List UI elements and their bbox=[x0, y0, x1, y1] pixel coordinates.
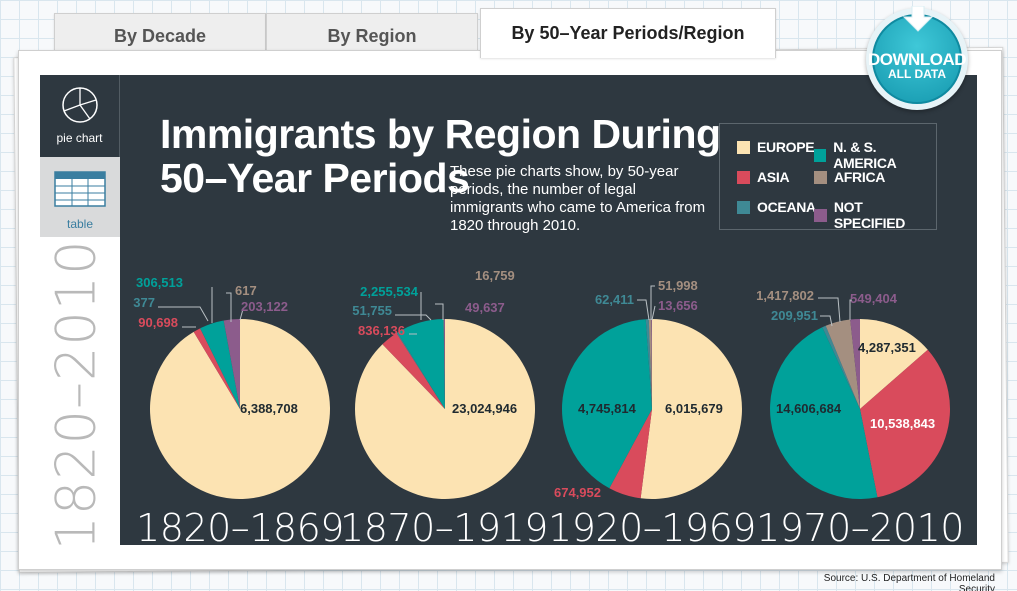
period-label-1920-1969: 1920–1969 bbox=[548, 506, 756, 550]
pie-slice-1820–1869-europe bbox=[150, 319, 331, 499]
download-label: DOWNLOAD bbox=[868, 50, 966, 69]
pie-slice-1920–1969-asia bbox=[609, 409, 652, 499]
pie-slice-1820–1869-africa bbox=[223, 320, 240, 409]
pie-label-1820–1869-asia: 90,698 bbox=[138, 315, 178, 330]
leader-line bbox=[650, 285, 655, 320]
legend-item-africa: AFRICA bbox=[814, 169, 885, 185]
pie-label-1870–1919-americas: 2,255,534 bbox=[360, 284, 419, 299]
pie-label-1920–1969-asia: 674,952 bbox=[554, 485, 601, 500]
pie-label-1870–1919-africa: 16,759 bbox=[475, 268, 515, 283]
pie-slice-1870–1919-europe bbox=[355, 318, 536, 500]
pie-slice-1870–1919-asia bbox=[382, 333, 445, 409]
pie-label-1920–1969-oceana: 62,411 bbox=[595, 292, 634, 307]
pie-slice-1820–1869-asia bbox=[193, 328, 240, 409]
leader-line bbox=[637, 299, 650, 321]
view-pie-chart-button[interactable]: pie chart bbox=[40, 75, 120, 157]
pie-slice-1920–1969-not_specified bbox=[651, 318, 652, 409]
legend-item-oceana: OCEANA bbox=[737, 199, 816, 215]
leader-line bbox=[395, 314, 432, 321]
pie-slice-1870–1919-americas bbox=[397, 319, 445, 409]
sidebar-range-strip bbox=[40, 237, 120, 545]
leader-line bbox=[158, 306, 209, 322]
chart-title-line-2: 50–Year Periods bbox=[160, 155, 470, 201]
period-label-1820-1869: 1820–1869 bbox=[136, 506, 344, 550]
download-sublabel: ALL DATA bbox=[888, 67, 946, 81]
legend-item-not-specified: NOT SPECIFIED bbox=[814, 199, 936, 231]
pie-slice-1870–1919-africa bbox=[443, 319, 445, 409]
legend-swatch-oceana bbox=[737, 200, 750, 214]
pie-chart-label: pie chart bbox=[56, 131, 103, 145]
leader-line bbox=[651, 305, 656, 321]
pie-label-1820–1869-americas: 306,513 bbox=[136, 275, 183, 290]
leader-line bbox=[820, 315, 833, 327]
leader-line bbox=[435, 303, 444, 320]
download-arrow-icon bbox=[903, 6, 933, 32]
period-label-1970-2010: 1970–2010 bbox=[756, 506, 964, 550]
pie-label-1920–1969-not_specified: 13,656 bbox=[658, 298, 698, 313]
pie-label-1820–1869-europe: 6,388,708 bbox=[240, 401, 298, 416]
pie-label-1870–1919-asia: 836,136 bbox=[358, 323, 405, 338]
pie-slice-1970–2010-not_specified bbox=[850, 319, 860, 409]
pie-label-1970–2010-oceana: 209,951 bbox=[771, 308, 818, 323]
legend-label-oceana: OCEANA bbox=[757, 199, 816, 215]
pie-label-1870–1919-not_specified: 49,637 bbox=[465, 300, 505, 315]
pie-slice-1970–2010-americas bbox=[770, 327, 878, 499]
pie-slice-1920–1969-africa bbox=[648, 319, 652, 409]
pie-slice-1920–1969-oceana bbox=[645, 319, 652, 409]
pie-label-1970–2010-americas: 14,606,684 bbox=[776, 401, 842, 416]
legend-label-not-specified: NOT SPECIFIED bbox=[833, 199, 906, 231]
pie-slice-1970–2010-europe bbox=[860, 319, 928, 409]
pie-slice-1970–2010-oceana bbox=[822, 325, 860, 409]
pie-slice-1820–1869-oceana bbox=[200, 328, 240, 409]
pie-slice-1820–1869-not_specified bbox=[223, 319, 240, 409]
legend-item-asia: ASIA bbox=[737, 169, 790, 185]
pie-label-1970–2010-not_specified: 549,404 bbox=[850, 291, 898, 306]
pie-slice-1970–2010-africa bbox=[825, 319, 860, 409]
legend-swatch-africa bbox=[814, 170, 827, 184]
pie-slice-1870–1919-oceana bbox=[396, 332, 445, 409]
leader-line bbox=[818, 297, 841, 323]
legend-item-americas: N. & S. AMERICA bbox=[814, 139, 936, 171]
legend-swatch-not-specified bbox=[814, 208, 827, 222]
source-note: Source: U.S. Department of Homeland Secu… bbox=[823, 573, 995, 591]
pie-chart-icon bbox=[61, 87, 98, 123]
pie-label-1920–1969-europe: 6,015,679 bbox=[665, 401, 723, 416]
tab-by-50-year-periods-region[interactable]: By 50–Year Periods/Region bbox=[480, 8, 776, 58]
legend-label-americas: N. & S. AMERICA bbox=[833, 139, 897, 171]
legend-swatch-europe bbox=[737, 140, 750, 154]
leader-line bbox=[849, 299, 852, 320]
legend-label-europe: EUROPE bbox=[757, 139, 815, 155]
legend: EUROPE N. & S. AMERICA ASIA AFRICA OCEAN… bbox=[719, 123, 937, 231]
pie-label-1920–1969-americas: 4,745,814 bbox=[578, 401, 637, 416]
leader-line bbox=[226, 292, 232, 322]
legend-swatch-americas bbox=[814, 148, 827, 162]
legend-swatch-asia bbox=[737, 170, 750, 184]
pie-label-1820–1869-africa: 617 bbox=[235, 283, 257, 298]
pie-slice-1820–1869-americas bbox=[200, 320, 240, 409]
pie-slice-1970–2010-asia bbox=[860, 349, 951, 498]
pie-slice-1920–1969-europe bbox=[640, 319, 742, 499]
view-table-button[interactable]: table bbox=[40, 157, 120, 237]
pie-slice-1870–1919-not_specified bbox=[443, 319, 445, 409]
pie-slice-1920–1969-americas bbox=[562, 319, 652, 489]
legend-item-europe: EUROPE bbox=[737, 139, 815, 155]
pie-label-1970–2010-africa: 1,417,802 bbox=[756, 288, 814, 303]
pie-label-1870–1919-europe: 23,024,946 bbox=[452, 401, 517, 416]
leader-line bbox=[239, 308, 244, 321]
chart-description: These pie charts show, by 50-year period… bbox=[450, 163, 706, 234]
pie-label-1970–2010-asia: 10,538,843 bbox=[870, 416, 935, 431]
pie-label-1870–1919-oceana: 51,755 bbox=[352, 303, 392, 318]
chart-title-line-1: Immigrants by Region During bbox=[160, 111, 721, 157]
legend-label-africa: AFRICA bbox=[834, 169, 886, 185]
table-label: table bbox=[66, 217, 94, 231]
pie-label-1820–1869-oceana: 377 bbox=[133, 295, 155, 310]
legend-label-asia: ASIA bbox=[757, 169, 790, 185]
chart-title: Immigrants by Region During 50–Year Peri… bbox=[160, 112, 721, 200]
pie-label-1820–1869-not_specified: 203,122 bbox=[241, 299, 288, 314]
pie-label-1970–2010-europe: 4,287,351 bbox=[858, 340, 916, 355]
pie-label-1920–1969-africa: 51,998 bbox=[658, 278, 698, 293]
period-label-1870-1919: 1870–1919 bbox=[340, 506, 548, 550]
table-icon bbox=[54, 171, 106, 207]
